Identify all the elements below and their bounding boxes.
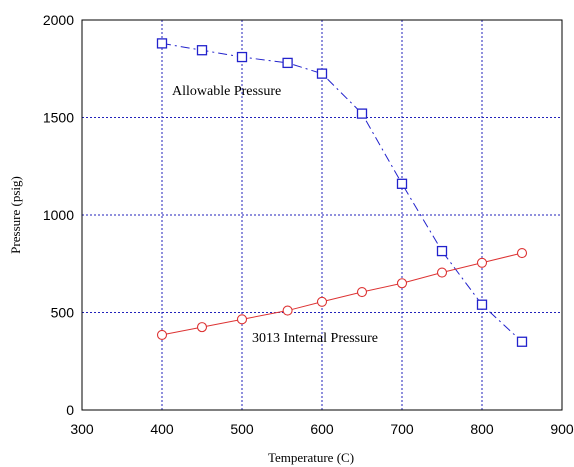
data-point-square	[196, 45, 208, 56]
y-tick-label: 1000	[43, 207, 74, 223]
grid-lines	[82, 20, 562, 410]
data-point-square	[316, 68, 328, 79]
internal-pressure-label: 3013 Internal Pressure	[252, 331, 378, 346]
data-point-square	[356, 108, 368, 119]
x-tick-label: 300	[70, 421, 94, 437]
allowable-pressure-label: Allowable Pressure	[172, 84, 281, 99]
data-point-circle	[196, 322, 208, 333]
series-layer	[156, 38, 528, 347]
data-point-circle	[516, 247, 528, 259]
data-point-square	[156, 38, 168, 49]
data-point-square	[476, 299, 488, 310]
internal-pressure-series	[156, 247, 528, 340]
y-tick-label: 2000	[43, 12, 74, 28]
x-tick-label: 800	[470, 421, 494, 437]
x-tick-label: 500	[230, 421, 254, 437]
plot-frame	[81, 19, 563, 411]
x-tick-label: 900	[550, 421, 574, 437]
x-tick-label: 700	[390, 421, 414, 437]
data-point-circle	[156, 329, 168, 340]
y-axis-title: Pressure (psig)	[8, 176, 23, 254]
data-point-circle	[436, 267, 448, 278]
data-point-square	[396, 178, 408, 189]
data-point-circle	[316, 296, 328, 307]
data-point-circle	[476, 257, 488, 268]
x-tick-label: 400	[150, 421, 174, 437]
data-point-circle	[236, 314, 248, 325]
data-point-circle	[396, 278, 408, 289]
x-axis-title: Temperature (C)	[268, 450, 354, 465]
data-point-circle	[282, 305, 293, 316]
x-tick-label: 600	[310, 421, 334, 437]
data-point-square	[436, 245, 448, 257]
data-point-square	[282, 57, 293, 69]
y-tick-label: 500	[51, 305, 75, 321]
series-line	[161, 42, 523, 343]
data-point-square	[236, 51, 248, 63]
y-tick-label: 0	[66, 402, 74, 418]
data-point-circle	[356, 286, 368, 298]
y-tick-label: 1500	[43, 110, 74, 126]
series-line	[161, 252, 523, 336]
tick-labels: 300 400 500 600 700 800 900 0 500 1000 1500 2000	[43, 12, 574, 437]
data-point-square	[516, 336, 528, 347]
allowable-pressure-series	[156, 38, 528, 347]
